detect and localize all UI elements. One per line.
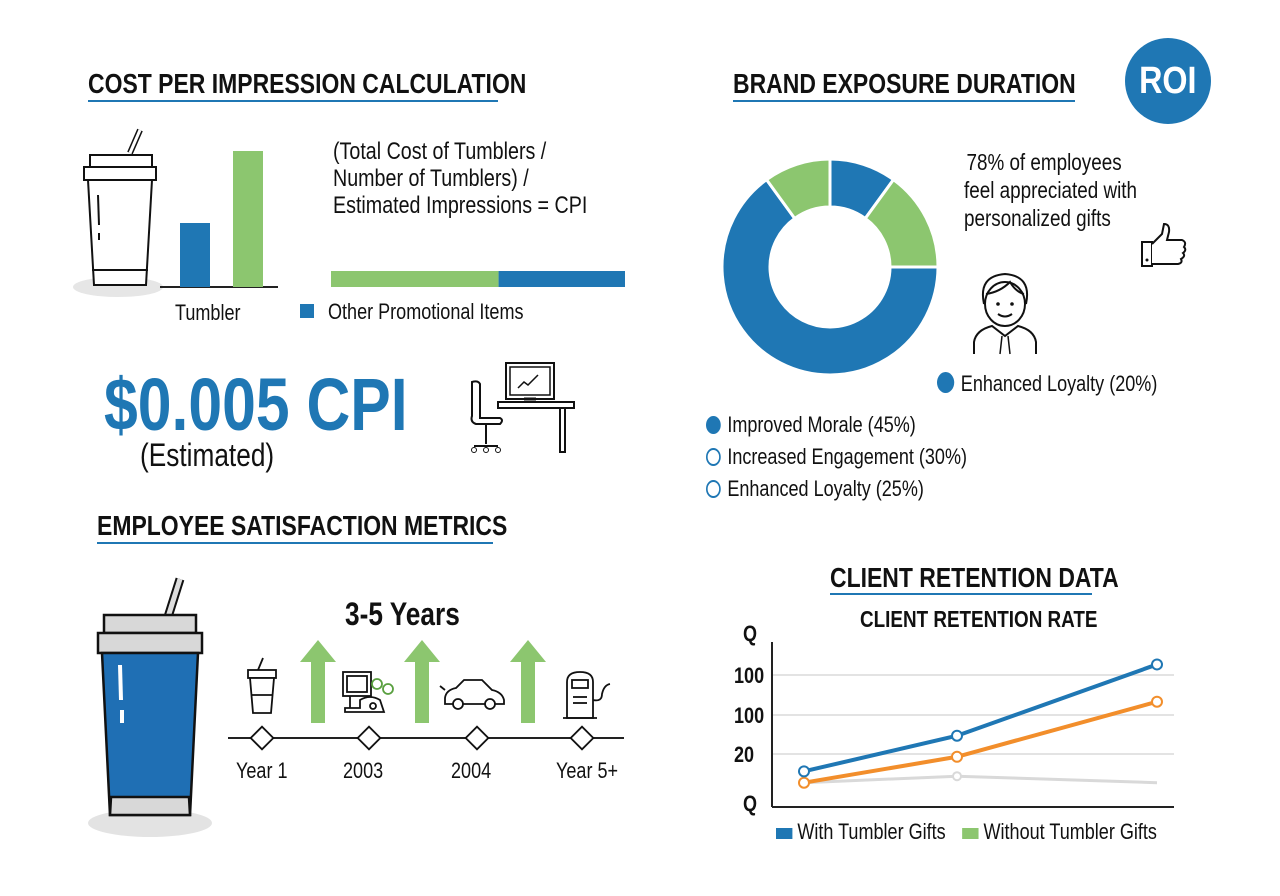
legend-item-increased-engagement: Increased Engagement (30%) [706,441,967,473]
milestone-label: 2003 [343,758,384,783]
retention-title-underline [830,593,1092,595]
legend-label-with: With Tumbler Gifts [797,819,946,844]
milestone-marker [249,725,275,751]
legend-label: Enhanced Loyalty (25%) [727,476,924,501]
data-point [798,765,810,778]
legend-label: Increased Engagement (30%) [727,444,968,469]
blue-tumbler-illustration [88,577,212,837]
cpi-title: COST PER IMPRESSION CALCULATION [88,68,527,99]
satisfaction-title-underline [97,542,493,544]
legend-dot-filled [937,372,955,393]
cpi-stacked-bar [331,271,625,287]
legend-swatch-other [300,304,314,318]
series-line [803,774,1158,785]
exposure-legend: Improved Morale (45%) Increased Engageme… [706,409,967,505]
cpi-bar [180,223,210,287]
milestone-marker [569,725,595,751]
data-point [798,776,810,789]
retention-title: CLIENT RETENTION DATA [830,562,1119,593]
cpi-value-note: (Estimated) [140,437,275,473]
desk-computer-icon [470,362,575,453]
cpi-formula-line: (Total Cost of Tumblers / [333,138,547,165]
legend-item-enhanced-loyalty: Enhanced Loyalty (25%) [706,473,967,505]
charger-icon [563,671,611,719]
cpi-formula-line: Estimated Impressions = CPI [333,192,588,219]
retention-chart-title: CLIENT RETENTION RATE [860,606,1098,632]
data-point [1151,695,1163,708]
employee-stat-line: feel appreciated with [964,177,1137,203]
roi-badge-label: ROI [1139,59,1197,102]
cup-icon [247,657,277,714]
cpi-title-underline [88,100,498,102]
satisfaction-title: EMPLOYEE SATISFACTION METRICS [97,510,508,541]
milestone-marker [464,725,490,751]
growth-arrow-icon [510,640,546,723]
cpi-bar-chart [160,151,278,288]
cpi-formula: (Total Cost of Tumblers / Number of Tumb… [333,138,587,219]
legend-label-without: Without Tumbler Gifts [983,819,1157,844]
register-icon [342,671,394,713]
roi-badge: ROI [1125,38,1211,124]
cpi-bar [233,151,263,287]
legend-enhanced-loyalty-20: Enhanced Loyalty (20%) [937,371,1157,397]
legend-swatch-without [962,828,979,839]
thumbs-up-icon [1141,222,1187,267]
y-tick-label: 100 [734,703,765,728]
data-point [951,729,963,742]
growth-arrow-icon [300,640,336,723]
employee-stat-line: 78% of employees [966,149,1122,175]
milestone-label: Year 5+ [556,758,619,783]
exposure-title: BRAND EXPOSURE DURATION [733,68,1076,99]
growth-arrow-icon [404,640,440,723]
span-label: 3-5 Years [345,596,460,632]
legend-dot-hollow [706,480,721,498]
employee-stat: 78% of employees feel appreciated with p… [964,148,1137,232]
data-point [951,750,963,763]
data-point [1151,658,1163,671]
milestone-label: Year 1 [236,758,288,783]
tumbler-bar-label: Tumbler [175,300,241,325]
y-tick-label: Q [743,621,758,646]
donut-chart [720,157,940,377]
employee-stat-line: personalized gifts [964,205,1111,231]
milestone-label: 2004 [451,758,492,783]
cpi-formula-line: Number of Tumblers) / [333,165,529,192]
exposure-title-underline [733,100,1075,102]
cpi-value: $0.005 CPI [104,363,408,446]
legend-label: Enhanced Loyalty (20%) [960,371,1158,396]
legend-other-promotional-items: Other Promotional Items [328,299,524,324]
legend-item-improved-morale: Improved Morale (45%) [706,409,967,441]
y-tick-label: 20 [734,742,755,767]
tumbler-outline-icon [73,128,163,297]
legend-label: Improved Morale (45%) [727,412,916,437]
series-line [803,699,1158,785]
y-tick-label: Q [743,791,758,816]
retention-legend: With Tumbler Gifts Without Tumbler Gifts [776,819,1157,845]
stacked-bar-segment [331,271,499,287]
stacked-bar-segment [498,271,625,287]
y-tick-label: 100 [734,663,765,688]
milestone-marker [356,725,382,751]
donut-segment [764,157,832,221]
employee-avatar-icon [973,272,1037,355]
data-point [952,771,962,782]
legend-dot-filled [706,416,721,434]
legend-dot-hollow [706,448,721,466]
car-icon [439,679,505,710]
donut-segment [720,177,940,377]
legend-swatch-with [776,828,793,839]
